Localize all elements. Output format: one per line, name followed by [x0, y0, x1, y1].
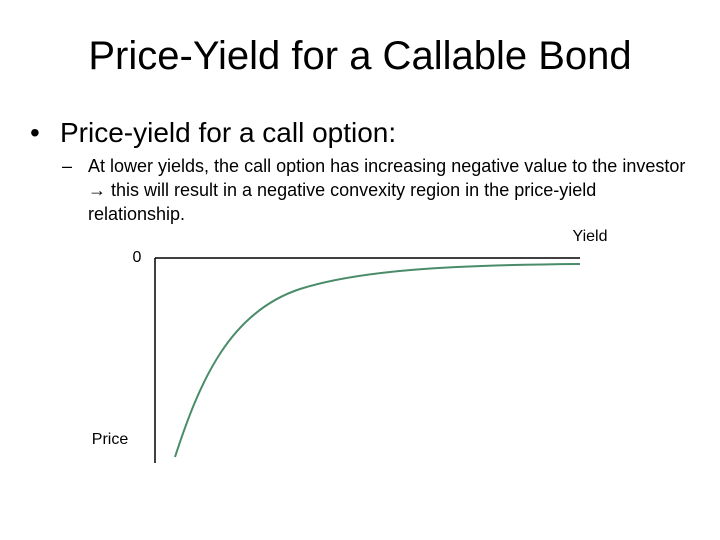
slide-title: Price-Yield for a Callable Bond — [88, 34, 632, 78]
bullet-text: Price-yield for a call option: — [60, 117, 397, 148]
x-axis-label: Yield — [573, 228, 608, 245]
bullet-marker: • — [30, 117, 40, 148]
y-axis-label: Price — [92, 431, 129, 448]
sub-bullet-marker: – — [62, 156, 73, 176]
origin-label: 0 — [133, 249, 142, 266]
sub-bullet-text: At lower yields, the call option has inc… — [88, 156, 686, 224]
price-yield-curve — [174, 263, 581, 458]
